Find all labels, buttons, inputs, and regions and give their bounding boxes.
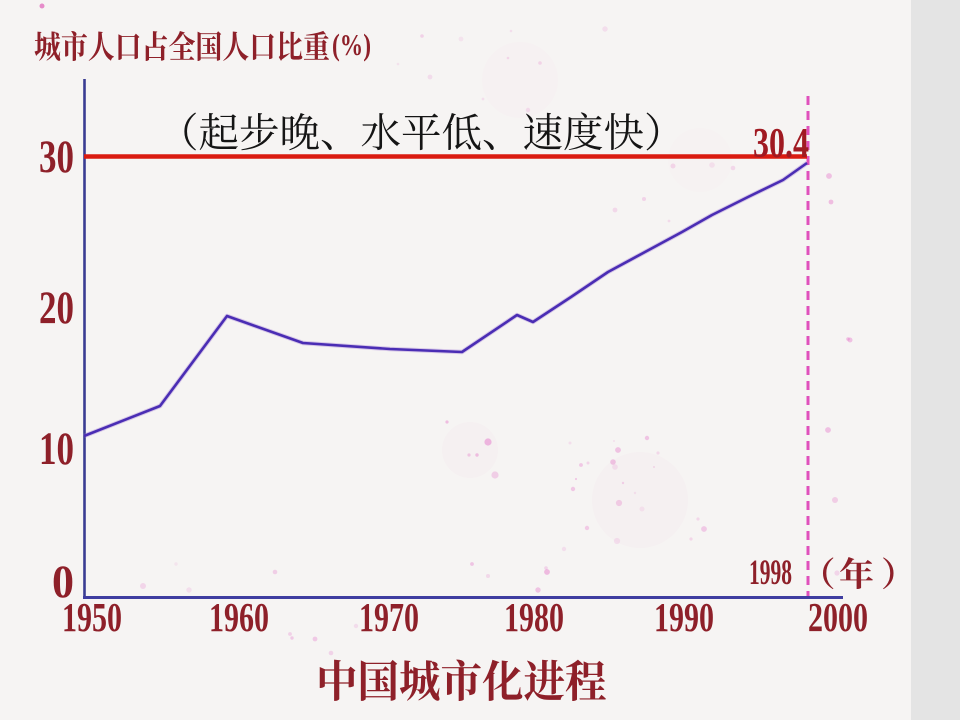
svg-text:(%): (%) [332, 27, 371, 62]
svg-text:30.4: 30.4 [753, 121, 809, 167]
svg-text:1960: 1960 [209, 594, 269, 640]
svg-text:1980: 1980 [504, 594, 564, 640]
svg-text:10: 10 [39, 423, 74, 475]
svg-text:1990: 1990 [654, 594, 714, 640]
svg-text:1950: 1950 [62, 594, 122, 640]
svg-text:1998: 1998 [749, 552, 792, 592]
svg-text:20: 20 [39, 282, 74, 334]
svg-text:30: 30 [39, 131, 74, 183]
svg-text:1970: 1970 [359, 594, 419, 640]
svg-text:0: 0 [52, 556, 74, 608]
svg-text:2000: 2000 [808, 594, 868, 640]
